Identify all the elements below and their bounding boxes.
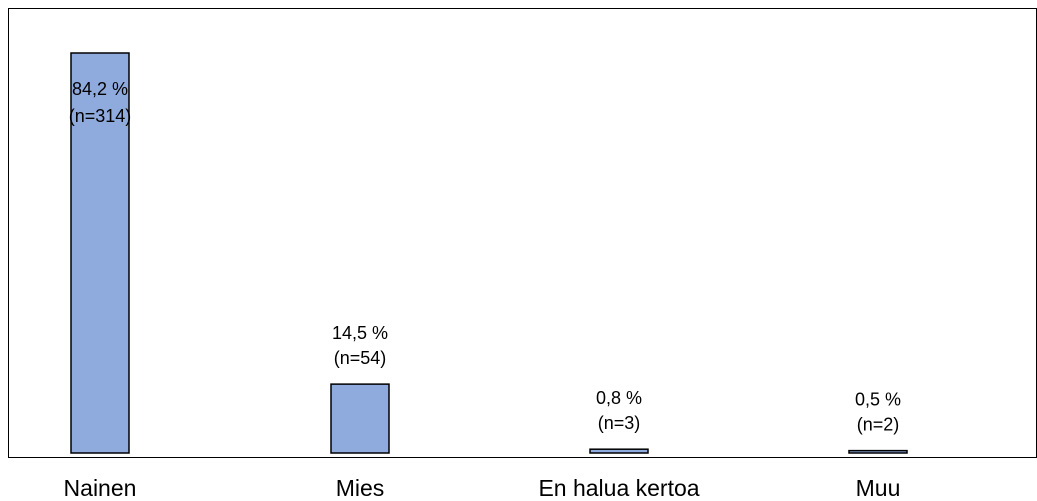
- x-tick-label-nainen: Nainen: [64, 475, 137, 501]
- data-label-percent-en-halua-kertoa: 0,8 %: [596, 388, 642, 408]
- x-tick-label-en-halua-kertoa: En halua kertoa: [538, 475, 699, 501]
- data-label-percent-nainen: 84,2 %: [72, 79, 128, 99]
- x-tick-label-mies: Mies: [336, 475, 385, 501]
- bar-en-halua-kertoa: [589, 448, 649, 454]
- bar-nainen: [70, 52, 130, 454]
- data-label-count-nainen: (n=314): [69, 106, 132, 126]
- bar-mies: [330, 383, 390, 454]
- data-label-count-en-halua-kertoa: (n=3): [598, 413, 641, 433]
- data-label-percent-muu: 0,5 %: [855, 390, 901, 410]
- data-label-percent-mies: 14,5 %: [332, 323, 388, 343]
- bar-muu: [848, 449, 908, 454]
- x-tick-labels-group: Nainen Mies En halua kertoa Muu: [64, 475, 901, 501]
- data-label-count-mies: (n=54): [334, 348, 387, 368]
- plot-frame: [8, 8, 1037, 458]
- bars-group: [70, 52, 908, 454]
- data-label-count-muu: (n=2): [857, 415, 900, 435]
- x-tick-label-muu: Muu: [856, 475, 901, 501]
- data-labels-group: 84,2 % (n=314) 14,5 % (n=54) 0,8 % (n=3) 0,5 %…: [69, 79, 901, 435]
